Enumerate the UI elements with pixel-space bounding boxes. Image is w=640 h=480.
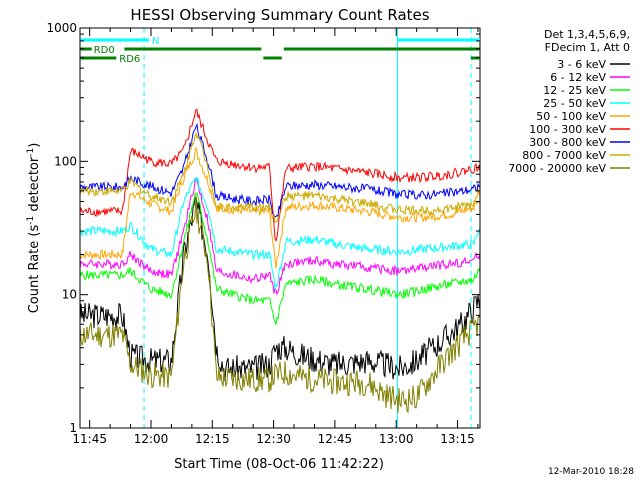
legend-entry-label: 3 - 6 keV: [557, 58, 606, 71]
timestamp-footer: 12-Mar-2010 18:28: [548, 467, 634, 477]
series-line-9: [79, 194, 481, 414]
y-axis-label-exp1: -1: [26, 216, 36, 225]
y-tick-label: 10: [62, 288, 77, 302]
y-tick-label: 1: [69, 421, 77, 435]
legend-entry-label: 7000 - 20000 keV: [508, 162, 606, 175]
series-line-8: [79, 132, 481, 223]
series-line-7: [79, 122, 481, 218]
x-axis: 11:45 12:00 12:15 12:30 12:45 13:00 13:15: [72, 28, 479, 446]
x-tick-label: 12:45: [318, 432, 353, 446]
y-axis-label: Count Rate (s-1 detector-1): [26, 143, 42, 314]
series-line-1: [79, 195, 481, 382]
legend-entry-label: 25 - 50 keV: [543, 97, 606, 110]
y-tick-label: 100: [54, 154, 77, 168]
series-line-2: [79, 177, 481, 296]
mode-bar-label-rd0: RD0: [94, 45, 115, 56]
y-axis-label-mid: detector: [27, 156, 42, 216]
x-axis-label: Start Time (08-Oct-06 11:42:22): [174, 457, 384, 472]
x-tick-label: 12:00: [134, 432, 169, 446]
x-tick-label: 11:45: [72, 432, 107, 446]
legend-entry-label: 50 - 100 keV: [536, 110, 606, 123]
x-tick-label: 12:15: [195, 432, 230, 446]
mode-bar-label-n: N: [152, 36, 159, 47]
legend-entry-label: 12 - 25 keV: [543, 84, 606, 97]
x-tick-label: 13:00: [379, 432, 414, 446]
legend-entry-label: 300 - 800 keV: [529, 136, 606, 149]
chart-title: HESSI Observing Summary Count Rates: [130, 6, 429, 24]
series-line-4: [79, 177, 481, 290]
x-tick-label: 12:30: [256, 432, 291, 446]
series-line-6: [79, 109, 481, 243]
legend-entry-label: 800 - 7000 keV: [522, 149, 606, 162]
legend-entry-label: 6 - 12 keV: [550, 71, 606, 84]
y-axis: 1 10 100 1000: [46, 21, 480, 435]
mode-bars: N RD0 RD6: [80, 36, 480, 65]
plot-frame: [79, 27, 481, 429]
series-line-3: [79, 192, 481, 325]
x-tick-label: 13:15: [440, 432, 475, 446]
legend-header-line1: Det 1,3,4,5,6,9,: [544, 28, 630, 41]
y-axis-label-start: Count Rate (s: [27, 225, 42, 314]
plot-area: [79, 28, 481, 428]
legend: Det 1,3,4,5,6,9, FDecim 1, Att 0 3 - 6 k…: [508, 28, 630, 175]
y-tick-label: 1000: [46, 21, 77, 35]
y-axis-label-exp2: -1: [26, 148, 36, 157]
series-line-5: [79, 146, 481, 269]
mode-bar-label-rd6: RD6: [119, 54, 140, 65]
y-axis-label-end: ): [27, 143, 42, 148]
legend-entry-label: 100 - 300 keV: [529, 123, 606, 136]
legend-header-line2: FDecim 1, Att 0: [545, 41, 630, 54]
